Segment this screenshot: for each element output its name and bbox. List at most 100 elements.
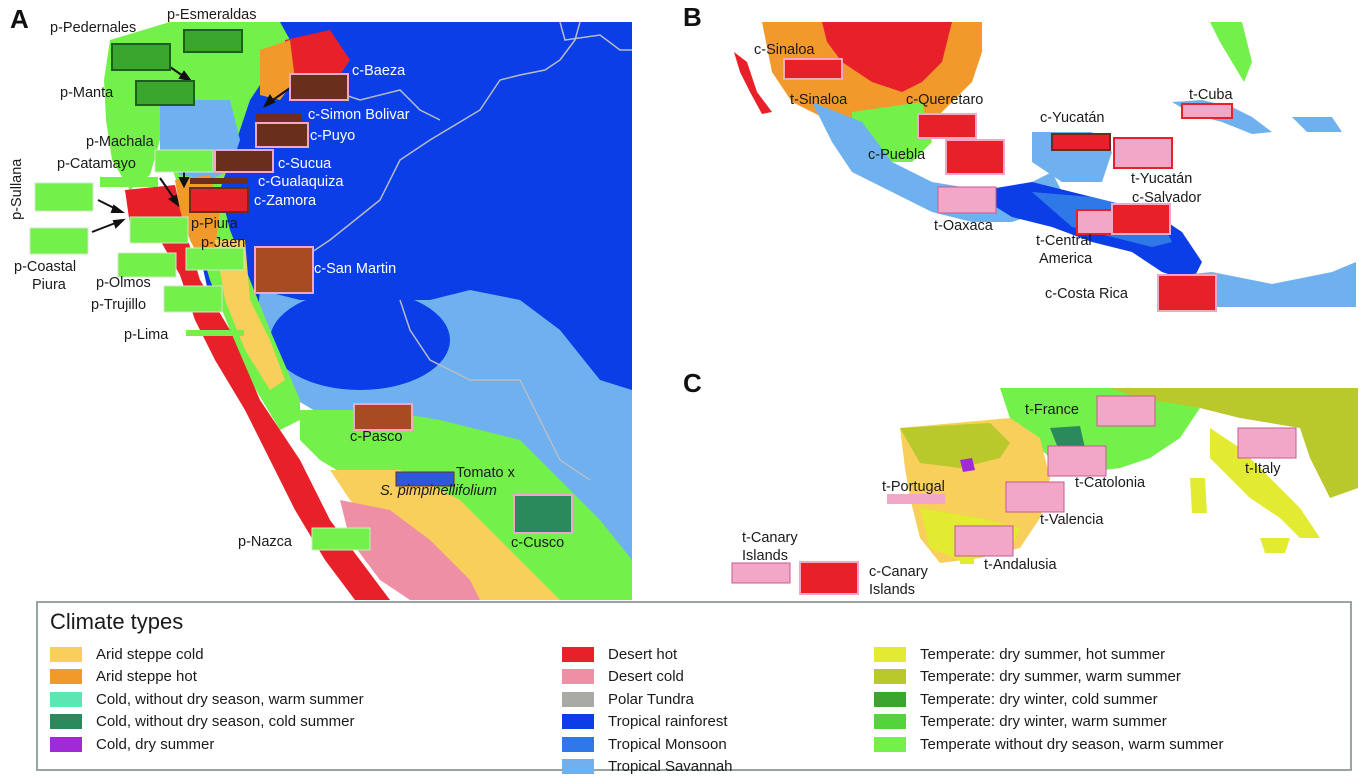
label-t-sinaloa: t-Sinaloa	[790, 92, 848, 108]
arid-cold-south	[330, 470, 560, 600]
label-t-italy: t-Italy	[1245, 461, 1281, 477]
label-c-canary-1: c-Canary	[869, 564, 928, 580]
map-a-south-america	[29, 22, 632, 600]
label-tomato-x: Tomato x	[456, 465, 515, 481]
desert-cold-south	[340, 500, 480, 600]
label-c-puebla: c-Puebla	[868, 147, 926, 163]
baja	[734, 52, 772, 114]
label-t-cuba: t-Cuba	[1189, 87, 1233, 103]
label-c-canary-2: Islands	[869, 582, 915, 598]
label-p-piura: p-Piura	[191, 216, 238, 232]
label-p-pedernales: p-Pedernales	[50, 20, 137, 36]
label-t-andalusia: t-Andalusia	[984, 557, 1057, 573]
legend-item: Temperate without dry season, warm summe…	[874, 735, 1223, 753]
legend-label: Temperate: dry winter, warm summer	[920, 713, 1167, 730]
label-c-pasco: c-Pasco	[350, 429, 403, 445]
label-c-salvador: c-Salvador	[1132, 190, 1202, 206]
legend-swatch	[50, 736, 82, 752]
legend-swatch	[562, 736, 594, 752]
legend-label: Temperate: dry summer, hot summer	[920, 645, 1166, 663]
legend-swatch	[50, 669, 82, 684]
legend-label: Tropical Monsoon	[608, 735, 727, 753]
legend-swatch	[562, 669, 594, 684]
sardinia	[1190, 478, 1207, 513]
label-t-central-2: America	[1039, 251, 1093, 267]
legend-label: Temperate: dry summer, warm summer	[920, 668, 1181, 685]
label-t-valencia: t-Valencia	[1040, 512, 1104, 528]
label-p-olmos: p-Olmos	[96, 275, 151, 291]
panel-letter-a: A	[10, 4, 29, 34]
legend-item: Polar Tundra	[562, 690, 694, 708]
climate-legend: Climate types Arid steppe cold Arid stepp…	[36, 601, 1352, 775]
label-t-catolonia: t-Catolonia	[1075, 475, 1146, 491]
label-p-machala: p-Machala	[86, 134, 154, 150]
legend-label: Cold, dry summer	[96, 735, 215, 753]
legend-title: Climate types	[50, 609, 184, 634]
label-c-simon-bolivar: c-Simon Bolivar	[308, 107, 410, 123]
label-c-cusco: c-Cusco	[511, 535, 565, 551]
legend-item: Temperate: dry winter, cold summer	[874, 690, 1158, 708]
label-p-manta: p-Manta	[60, 85, 114, 101]
label-c-queretaro: c-Queretaro	[906, 92, 984, 108]
label-p-esmeraldas: p-Esmeraldas	[167, 7, 257, 23]
label-s-pimpinellifolium: S. pimpinellifolium	[380, 483, 497, 499]
legend-swatch	[562, 691, 594, 707]
legend-item: Cold, without dry season, cold summer	[50, 713, 354, 731]
legend-item: Arid steppe cold	[50, 645, 204, 663]
temperate-south	[300, 410, 632, 600]
legend-item: Cold, without dry season, warm summer	[50, 690, 364, 708]
legend-item: Desert cold	[562, 668, 684, 686]
legend-label: Tropical Savannah	[608, 758, 733, 775]
label-c-sucua: c-Sucua	[278, 156, 332, 172]
label-c-sinaloa: c-Sinaloa	[754, 42, 815, 58]
label-p-catamayo: p-Catamayo	[57, 156, 136, 172]
label-t-portugal: t-Portugal	[882, 479, 945, 495]
legend-label: Cold, without dry season, warm summer	[96, 690, 364, 708]
legend-swatch	[562, 714, 594, 729]
legend-swatch	[874, 669, 906, 684]
map-c-overlays	[731, 395, 1297, 595]
hispaniola	[1292, 117, 1342, 132]
legend-item: Desert hot	[562, 645, 677, 663]
legend-label: Cold, without dry season, cold summer	[96, 713, 355, 730]
label-t-yucatan: t-Yucatán	[1131, 171, 1193, 187]
legend-swatch	[50, 691, 82, 707]
central-europe	[1110, 388, 1358, 428]
legend-swatch	[874, 691, 906, 707]
legend-item: Tropical Savannah	[562, 758, 733, 776]
arid-hot-north	[260, 40, 295, 100]
genotype-blocks-b	[783, 58, 1233, 312]
legend-swatch	[874, 736, 906, 752]
label-t-canary-2: Islands	[742, 548, 788, 564]
legend-item: Temperate: dry summer, warm summer	[874, 668, 1181, 686]
legend-label: Desert hot	[608, 645, 678, 663]
legend-item: Tropical Monsoon	[562, 735, 727, 753]
legend-swatch	[562, 759, 594, 774]
legend-swatch	[50, 714, 82, 729]
label-p-jaen: p-Jaen	[201, 235, 246, 251]
legend-label: Temperate: dry winter, cold summer	[920, 690, 1158, 708]
iberia-north	[900, 423, 1010, 468]
panel-letter-c: C	[683, 368, 702, 398]
arid-cold-peru	[215, 240, 285, 390]
label-p-trujillo: p-Trujillo	[91, 297, 147, 313]
label-p-nazca: p-Nazca	[238, 534, 292, 550]
legend-label: Temperate without dry season, warm summe…	[920, 735, 1224, 753]
legend-item: Tropical rainforest	[562, 713, 728, 731]
label-t-oaxaca: t-Oaxaca	[934, 218, 993, 234]
legend-item: Cold, dry summer	[50, 735, 214, 753]
legend-item: Temperate: dry winter, warm summer	[874, 713, 1167, 731]
legend-swatch	[874, 714, 906, 729]
sicily	[1260, 538, 1290, 553]
label-t-central-1: t-Central	[1036, 233, 1092, 249]
legend-label: Arid steppe cold	[96, 645, 204, 663]
legend-swatch	[562, 646, 594, 662]
legend-label: Polar Tundra	[608, 690, 694, 708]
label-p-coastal-piura-1: p-Coastal	[14, 259, 77, 275]
genotype-blocks-a	[29, 29, 573, 551]
label-c-zamora: c-Zamora	[254, 193, 317, 209]
mexico-desert	[822, 22, 952, 92]
cold-dry-summer	[960, 458, 975, 472]
legend-label: Desert cold	[608, 668, 684, 685]
label-t-canary-1: t-Canary	[742, 530, 798, 546]
